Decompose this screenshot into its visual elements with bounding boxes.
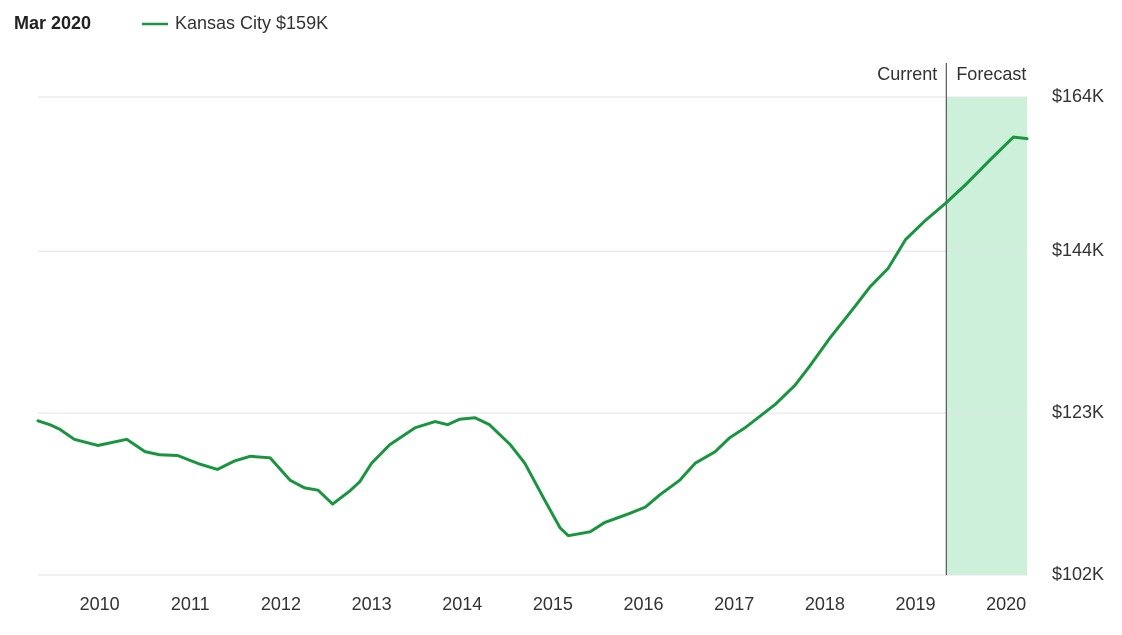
x-tick-label: 2011 (171, 594, 210, 614)
x-tick-label: 2012 (261, 594, 301, 614)
x-tick-label: 2010 (80, 594, 120, 614)
legend-label: Kansas City $159K (175, 13, 328, 33)
y-tick-label: $164K (1052, 86, 1104, 106)
chart-title: Mar 2020 (14, 13, 91, 33)
x-tick-label: 2015 (533, 594, 573, 614)
forecast-region (946, 97, 1027, 575)
y-tick-label: $144K (1052, 240, 1104, 260)
x-tick-label: 2019 (895, 594, 935, 614)
x-tick-label: 2013 (352, 594, 392, 614)
x-tick-label: 2018 (805, 594, 845, 614)
x-tick-label: 2014 (442, 594, 482, 614)
line-series (36, 135, 1029, 538)
annotation: Current (877, 64, 937, 84)
x-tick-label: 2017 (714, 594, 754, 614)
y-tick-label: $102K (1052, 564, 1104, 584)
y-tick-label: $123K (1052, 402, 1104, 422)
x-tick-label: 2020 (986, 594, 1026, 614)
annotation: Forecast (956, 64, 1026, 84)
x-tick-label: 2016 (624, 594, 664, 614)
